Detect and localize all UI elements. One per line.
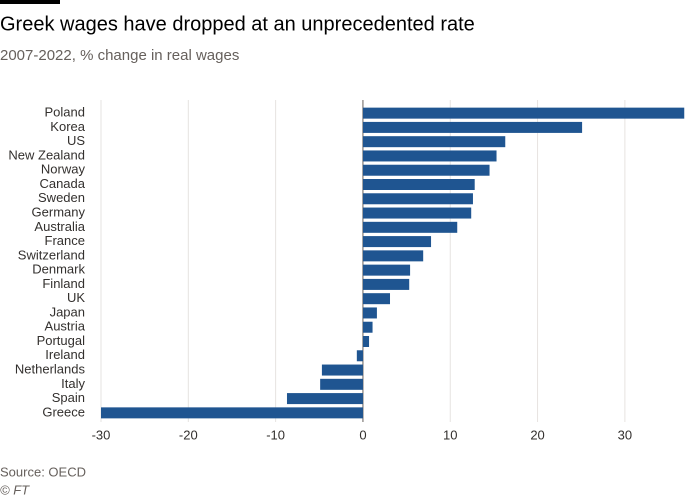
bar: [362, 321, 373, 333]
y-tick-label: Germany: [32, 204, 86, 219]
bar: [362, 136, 506, 148]
bar: [362, 107, 685, 119]
y-tick-label: Norway: [41, 162, 86, 177]
bar: [362, 207, 472, 219]
bar: [362, 307, 377, 319]
x-tick-label: 30: [618, 427, 632, 442]
bar: [362, 250, 424, 262]
y-tick-label: Spain: [52, 390, 85, 405]
bar: [320, 378, 363, 390]
y-tick-label: Korea: [50, 119, 85, 134]
bar: [362, 164, 490, 176]
x-tick-label: 20: [530, 427, 544, 442]
y-tick-label: Ireland: [45, 347, 85, 362]
y-tick-label: Portugal: [37, 333, 86, 348]
bar: [356, 350, 363, 362]
y-tick-label: Poland: [45, 105, 85, 120]
chart-subtitle: 2007-2022, % change in real wages: [0, 47, 239, 64]
y-tick-label: UK: [67, 290, 85, 305]
brand-bar: [0, 0, 60, 4]
bar: [362, 193, 473, 205]
y-tick-label: Finland: [42, 276, 85, 291]
y-tick-label: Netherlands: [15, 361, 86, 376]
y-tick-label: Switzerland: [18, 247, 85, 262]
y-tick-label: New Zealand: [8, 147, 85, 162]
chart-title: Greek wages have dropped at an unprecede…: [0, 13, 475, 35]
bar: [362, 179, 475, 190]
bar: [286, 393, 363, 405]
y-tick-label: Sweden: [38, 190, 85, 205]
bar: [362, 293, 391, 305]
source: Source: OECD: [0, 464, 86, 479]
x-tick-label: -20: [179, 427, 198, 442]
y-tick-label: France: [45, 233, 85, 248]
bar: [362, 121, 583, 133]
y-tick-label: Denmark: [32, 262, 85, 277]
y-tick-label: Australia: [34, 219, 85, 234]
x-tick-label: 0: [359, 427, 366, 442]
credit: © FT: [0, 482, 30, 497]
y-tick-label: Greece: [42, 404, 85, 419]
y-tick-label: Italy: [61, 376, 85, 391]
y-tick-label: Austria: [45, 319, 86, 334]
y-tick-label: Japan: [50, 304, 85, 319]
y-tick-label: Canada: [39, 176, 85, 191]
bar: [362, 336, 370, 347]
bar: [101, 407, 363, 419]
x-tick-label: -10: [266, 427, 285, 442]
bar: [362, 221, 458, 233]
bar: [362, 264, 411, 276]
bar: [362, 150, 497, 162]
x-tick-label: 10: [443, 427, 457, 442]
bar: [362, 236, 432, 248]
y-tick-label: US: [67, 133, 85, 148]
bar: [321, 364, 363, 376]
x-tick-label: -30: [92, 427, 111, 442]
bar: [362, 278, 410, 290]
